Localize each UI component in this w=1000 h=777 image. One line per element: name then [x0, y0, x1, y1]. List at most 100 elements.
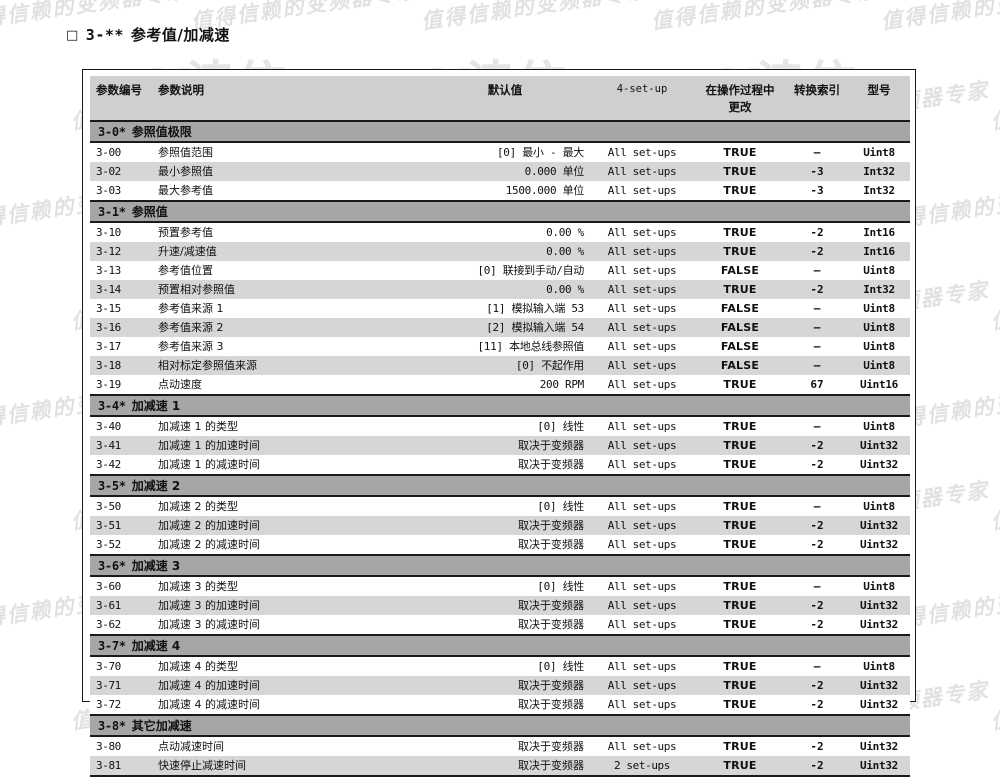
cell-default-value: 取决于变频器 — [420, 736, 590, 756]
cell-conversion-index: – — [786, 416, 848, 436]
cell-default-value: 0.00 % — [420, 280, 590, 299]
cell-default-value: [0] 线性 — [420, 496, 590, 516]
table-row: 3-15 参考值来源 1 [1] 模拟输入端 53 All set-ups FALSE –… — [90, 299, 910, 318]
cell-data-type: Int32 — [848, 280, 910, 299]
header-cell-number: 参数编号 — [90, 76, 152, 121]
header-cell-default: 默认值 — [420, 76, 590, 121]
cell-conversion-index: -3 — [786, 181, 848, 202]
header-cell-type: 型号 — [848, 76, 910, 121]
cell-default-value: 取决于变频器 — [420, 676, 590, 695]
cell-change-during-operation: FALSE — [694, 299, 786, 318]
cell-conversion-index: -2 — [786, 736, 848, 756]
cell-default-value: [0] 线性 — [420, 576, 590, 596]
table-row: 3-41 加减速 1 的加速时间 取决于变频器 All set-ups TRUE -2 Ui… — [90, 436, 910, 455]
cell-setup: All set-ups — [590, 142, 694, 162]
cell-data-type: Uint32 — [848, 535, 910, 556]
cell-parameter-description: 加减速 1 的减速时间 — [152, 455, 420, 476]
cell-parameter-number: 3-03 — [90, 181, 152, 202]
table-row: 3-14 预置相对参照值 0.00 % All set-ups TRUE -2 Int32 — [90, 280, 910, 299]
cell-parameter-number: 3-15 — [90, 299, 152, 318]
cell-change-during-operation: TRUE — [694, 596, 786, 615]
group-title: 参照值极限 — [131, 125, 192, 139]
table-row: 3-61 加减速 3 的加速时间 取决于变频器 All set-ups TRUE -2 Ui… — [90, 596, 910, 615]
cell-parameter-description: 相对标定参照值来源 — [152, 356, 420, 375]
cell-setup: All set-ups — [590, 242, 694, 261]
cell-setup: 2 set-ups — [590, 756, 694, 777]
group-header-cell: 3-4* 加减速 1 — [90, 394, 910, 417]
cell-change-during-operation: TRUE — [694, 615, 786, 636]
header-cell-change-during-operation: 在操作过程中更改 — [694, 76, 786, 121]
cell-conversion-index: -2 — [786, 222, 848, 242]
cell-change-during-operation: TRUE — [694, 436, 786, 455]
cell-default-value: 取决于变频器 — [420, 756, 590, 777]
cell-conversion-index: – — [786, 337, 848, 356]
cell-parameter-number: 3-13 — [90, 261, 152, 280]
cell-parameter-number: 3-50 — [90, 496, 152, 516]
cell-parameter-number: 3-72 — [90, 695, 152, 716]
cell-change-during-operation: TRUE — [694, 516, 786, 535]
cell-conversion-index: -2 — [786, 516, 848, 535]
cell-parameter-description: 预置相对参照值 — [152, 280, 420, 299]
cell-conversion-index: – — [786, 656, 848, 676]
table-row: 3-80 点动减速时间 取决于变频器 All set-ups TRUE -2 Uint32 — [90, 736, 910, 756]
bullet-square-icon: □ — [66, 28, 79, 43]
cell-data-type: Uint32 — [848, 615, 910, 636]
table-row: 3-17 参考值来源 3 [11] 本地总线参照值 All set-ups FALSE –… — [90, 337, 910, 356]
parameter-group-row: 3-8* 其它加减速 — [90, 714, 910, 737]
cell-setup: All set-ups — [590, 656, 694, 676]
cell-default-value: [0] 最小 - 最大 — [420, 142, 590, 162]
watermark-text: 值得信赖的变频器专家 — [879, 0, 1000, 34]
table-row: 3-00 参照值范围 [0] 最小 - 最大 All set-ups TRUE – Uint… — [90, 142, 910, 162]
cell-setup: All set-ups — [590, 455, 694, 476]
group-title: 参照值 — [131, 205, 168, 219]
table-row: 3-50 加减速 2 的类型 [0] 线性 All set-ups TRUE – Uint8 — [90, 496, 910, 516]
cell-change-during-operation: TRUE — [694, 656, 786, 676]
cell-parameter-description: 预置参考值 — [152, 222, 420, 242]
cell-setup: All set-ups — [590, 676, 694, 695]
cell-setup: All set-ups — [590, 496, 694, 516]
group-title: 加减速 1 — [131, 399, 181, 413]
table-row: 3-42 加减速 1 的减速时间 取决于变频器 All set-ups TRUE -2 Ui… — [90, 455, 910, 476]
watermark-text: 值得信赖的变频器专家 — [419, 0, 651, 34]
cell-default-value: 取决于变频器 — [420, 596, 590, 615]
group-code: 3-4* — [98, 399, 126, 413]
table-row: 3-19 点动速度 200 RPM All set-ups TRUE 67 Uint16 — [90, 375, 910, 396]
cell-default-value: 0.00 % — [420, 242, 590, 261]
cell-conversion-index: -2 — [786, 676, 848, 695]
table-row: 3-13 参考值位置 [0] 联接到手动/自动 All set-ups FALSE – Ui… — [90, 261, 910, 280]
cell-change-during-operation: TRUE — [694, 242, 786, 261]
cell-setup: All set-ups — [590, 375, 694, 396]
cell-data-type: Uint32 — [848, 676, 910, 695]
cell-parameter-description: 最小参照值 — [152, 162, 420, 181]
watermark-text: 值得信赖的变频器专家 — [989, 77, 1000, 134]
cell-default-value: 200 RPM — [420, 375, 590, 396]
cell-change-during-operation: FALSE — [694, 337, 786, 356]
cell-default-value: [11] 本地总线参照值 — [420, 337, 590, 356]
cell-parameter-number: 3-81 — [90, 756, 152, 777]
cell-parameter-number: 3-18 — [90, 356, 152, 375]
cell-parameter-description: 加减速 2 的类型 — [152, 496, 420, 516]
cell-conversion-index: -2 — [786, 436, 848, 455]
cell-setup: All set-ups — [590, 280, 694, 299]
cell-parameter-description: 点动减速时间 — [152, 736, 420, 756]
cell-change-during-operation: TRUE — [694, 576, 786, 596]
cell-parameter-description: 快速停止减速时间 — [152, 756, 420, 777]
cell-data-type: Int32 — [848, 162, 910, 181]
group-header-cell: 3-8* 其它加减速 — [90, 714, 910, 737]
watermark-text: 值得信赖的变频器专家 — [649, 0, 881, 34]
cell-parameter-number: 3-14 — [90, 280, 152, 299]
cell-data-type: Uint32 — [848, 455, 910, 476]
parameter-table-frame: 参数编号 参数说明 默认值 4-set-up 在操作过程中更改 转换索引 型号 … — [82, 69, 916, 777]
cell-change-during-operation: FALSE — [694, 356, 786, 375]
parameter-group-row: 3-5* 加减速 2 — [90, 474, 910, 497]
cell-conversion-index: -2 — [786, 756, 848, 777]
cell-setup: All set-ups — [590, 576, 694, 596]
cell-change-during-operation: FALSE — [694, 318, 786, 337]
cell-parameter-description: 加减速 2 的减速时间 — [152, 535, 420, 556]
cell-conversion-index: -2 — [786, 455, 848, 476]
cell-setup: All set-ups — [590, 736, 694, 756]
parameter-group-row: 3-4* 加减速 1 — [90, 394, 910, 417]
cell-data-type: Int16 — [848, 242, 910, 261]
cell-change-during-operation: TRUE — [694, 535, 786, 556]
cell-default-value: 取决于变频器 — [420, 516, 590, 535]
